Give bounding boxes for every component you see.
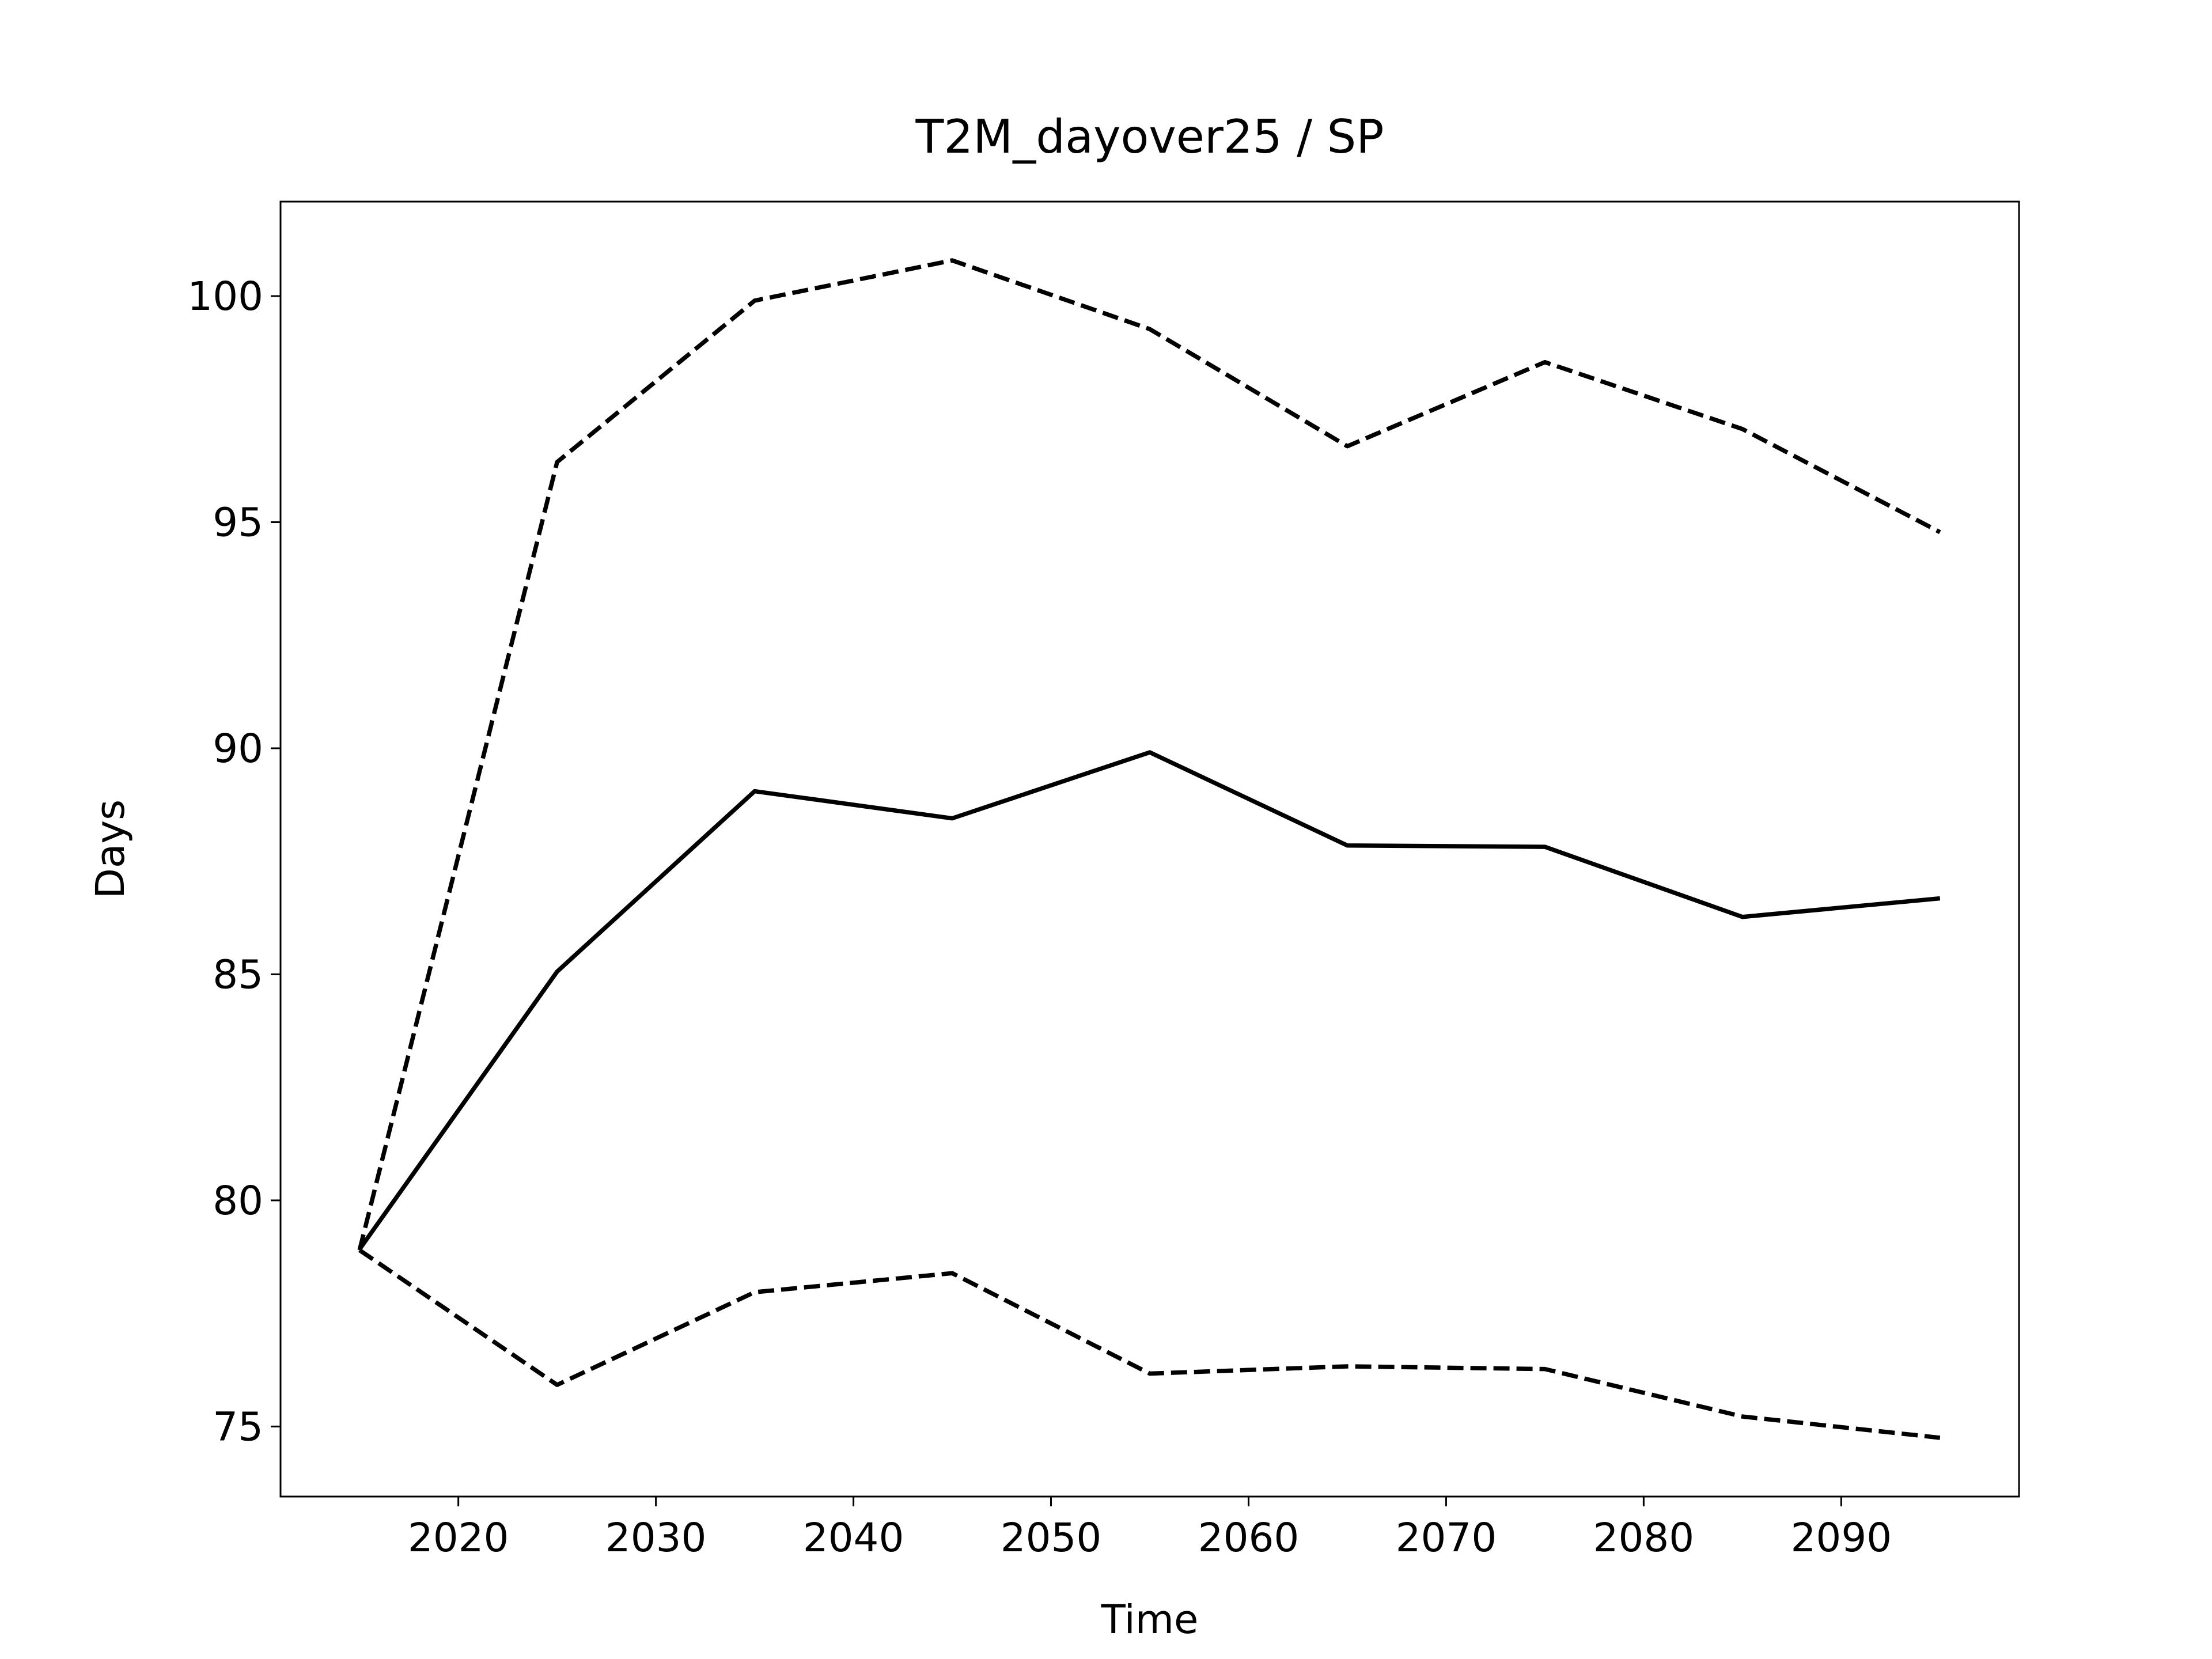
line xyxy=(358,1248,1941,1440)
x-tick-label: 2090 xyxy=(1791,1515,1892,1561)
x-tick-label: 2070 xyxy=(1396,1515,1497,1561)
line xyxy=(357,258,1941,1251)
y-tick-label: 85 xyxy=(213,952,263,998)
x-tick-label: 2020 xyxy=(408,1515,509,1561)
x-tick-label: 2040 xyxy=(803,1515,904,1561)
x-axis-label: Time xyxy=(1101,1597,1199,1643)
x-tick-label: 2050 xyxy=(1001,1515,1102,1561)
y-tick-label: 90 xyxy=(213,726,263,772)
x-tick-label: 2060 xyxy=(1198,1515,1300,1561)
chart-title: T2M_dayover25 / SP xyxy=(915,110,1384,164)
x-tick-label: 2080 xyxy=(1593,1515,1695,1561)
plot-frame xyxy=(279,200,2020,1498)
x-tick-label: 2030 xyxy=(605,1515,707,1561)
y-tick-label: 100 xyxy=(187,274,263,320)
y-tick-label: 75 xyxy=(213,1404,263,1450)
line xyxy=(358,750,1941,1251)
y-tick-label: 95 xyxy=(213,500,263,546)
y-axis-label: Days xyxy=(88,800,134,899)
y-tick-label: 80 xyxy=(213,1178,263,1224)
